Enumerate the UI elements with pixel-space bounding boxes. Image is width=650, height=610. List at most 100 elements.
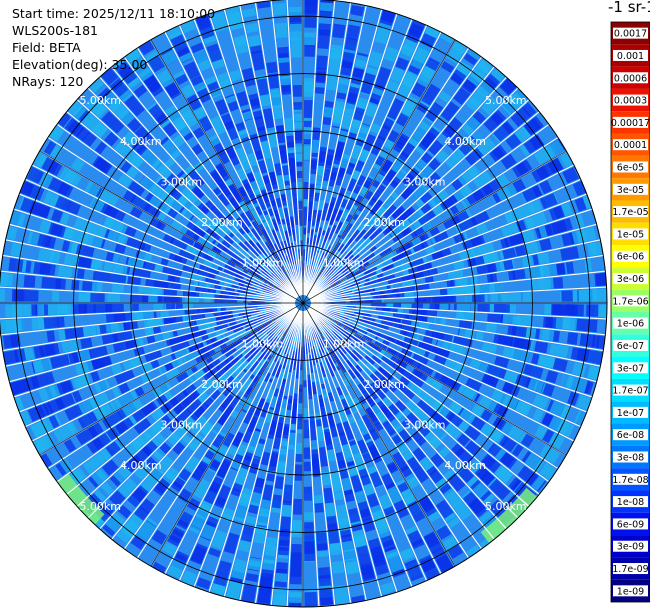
speckle-patch	[401, 280, 414, 287]
speckle-patch	[151, 287, 163, 295]
speckle-patch	[349, 144, 363, 165]
speckle-patch	[315, 419, 322, 428]
speckle-patch	[324, 431, 334, 451]
speckle-patch	[324, 357, 331, 366]
speckle-patch	[376, 272, 384, 279]
speckle-patch	[314, 494, 323, 504]
speckle-patch	[179, 104, 194, 121]
speckle-patch	[539, 444, 561, 464]
speckle-patch	[362, 261, 370, 268]
speckle-patch	[387, 130, 400, 143]
speckle-patch	[416, 271, 425, 279]
speckle-patch	[281, 504, 292, 519]
speckle-patch	[587, 319, 598, 333]
speckle-patch	[290, 557, 302, 577]
speckle-patch	[454, 363, 465, 373]
speckle-patch	[285, 255, 290, 264]
azimuth-spoke	[150, 302, 304, 567]
speckle-patch	[275, 282, 287, 291]
azimuth-spoke	[302, 302, 567, 456]
speckle-patch	[342, 420, 355, 441]
speckle-patch	[362, 348, 374, 358]
speckle-patch	[409, 222, 418, 232]
speckle-patch	[265, 388, 275, 404]
speckle-patch	[452, 40, 468, 55]
speckle-patch	[327, 363, 335, 378]
speckle-patch	[200, 349, 216, 361]
nrays-text: NRays: 120	[12, 74, 84, 89]
speckle-patch	[355, 267, 367, 276]
speckle-patch	[338, 222, 348, 237]
speckle-patch	[293, 498, 302, 515]
speckle-patch	[330, 47, 342, 60]
speckle-patch	[447, 134, 464, 151]
speckle-patch	[218, 151, 230, 165]
speckle-patch	[470, 235, 486, 247]
speckle-patch	[365, 362, 377, 374]
speckle-patch	[522, 185, 542, 203]
speckle-patch	[340, 222, 354, 240]
speckle-patch	[76, 268, 85, 279]
speckle-patch	[231, 347, 245, 359]
speckle-patch	[286, 135, 295, 148]
speckle-patch	[553, 205, 565, 220]
speckle-patch	[520, 229, 536, 243]
speckle-patch	[289, 6, 302, 17]
speckle-patch	[496, 183, 518, 201]
speckle-patch	[105, 313, 126, 323]
speckle-patch	[420, 191, 433, 204]
speckle-patch	[353, 194, 364, 207]
speckle-patch	[220, 290, 240, 296]
speckle-patch	[179, 52, 193, 63]
speckle-patch	[354, 311, 370, 317]
speckle-patch	[122, 357, 141, 371]
speckle-patch	[520, 433, 535, 448]
speckle-patch	[162, 122, 177, 137]
speckle-patch	[381, 355, 396, 368]
speckle-patch	[433, 371, 450, 385]
speckle-patch	[483, 112, 504, 132]
speckle-patch	[525, 240, 542, 254]
speckle-patch	[242, 397, 254, 412]
speckle-patch	[361, 225, 377, 241]
speckle-patch	[156, 455, 174, 474]
speckle-patch	[319, 2, 333, 12]
speckle-patch	[404, 314, 424, 322]
speckle-patch	[596, 335, 606, 349]
speckle-patch	[253, 170, 263, 183]
speckle-patch	[418, 210, 437, 226]
speckle-patch	[283, 207, 291, 225]
speckle-patch	[350, 474, 364, 495]
speckle-patch	[248, 504, 259, 515]
speckle-patch	[278, 207, 285, 220]
speckle-patch	[48, 415, 60, 429]
speckle-patch	[370, 382, 387, 400]
speckle-patch	[106, 322, 125, 333]
azimuth-spoke	[150, 39, 304, 304]
speckle-patch	[552, 357, 568, 372]
speckle-patch	[227, 353, 244, 369]
speckle-patch	[399, 329, 414, 338]
speckle-patch	[165, 82, 181, 100]
speckle-patch	[353, 454, 366, 473]
colorbar-tick-label: 3e-09	[617, 542, 644, 553]
speckle-patch	[443, 468, 456, 481]
speckle-patch	[41, 157, 63, 176]
speckle-patch	[188, 204, 208, 222]
speckle-patch	[236, 217, 249, 232]
speckle-patch	[183, 61, 201, 80]
speckle-patch	[209, 169, 225, 187]
speckle-patch	[37, 304, 45, 316]
speckle-patch	[173, 254, 188, 265]
speckle-patch	[81, 131, 97, 147]
speckle-patch	[382, 204, 397, 219]
speckle-patch	[337, 78, 350, 94]
speckle-patch	[524, 117, 542, 136]
speckle-patch	[13, 289, 25, 302]
speckle-patch	[345, 213, 353, 223]
speckle-patch	[340, 398, 352, 416]
speckle-patch	[333, 331, 340, 339]
speckle-patch	[280, 73, 291, 86]
speckle-patch	[100, 447, 113, 460]
colorbar-label-box	[613, 27, 648, 39]
